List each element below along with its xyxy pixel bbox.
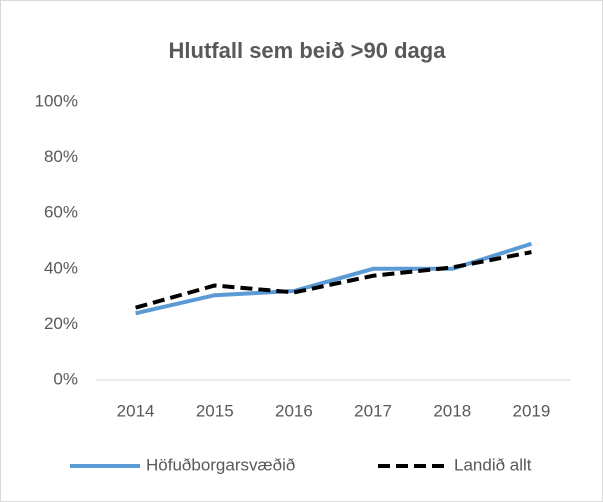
x-tick-label: 2014	[117, 401, 155, 420]
x-tick-label: 2018	[433, 401, 471, 420]
y-tick-label: 100%	[35, 91, 78, 110]
line-series	[135, 250, 532, 310]
x-tick-label: 2019	[513, 401, 551, 420]
y-tick-label: 20%	[44, 314, 78, 333]
legend-label: Höfuðborgarsvæðið	[146, 455, 295, 474]
y-tick-label: 80%	[44, 147, 78, 166]
x-tick-label: 2017	[354, 401, 392, 420]
y-tick-label: 0%	[53, 369, 78, 388]
y-tick-label: 60%	[44, 203, 78, 222]
chart-title: Hlutfall sem beið >90 daga	[169, 38, 447, 63]
x-tick-label: 2016	[275, 401, 313, 420]
x-tick-label: 2015	[196, 401, 234, 420]
y-tick-label: 40%	[44, 258, 78, 277]
legend-label: Landið allt	[454, 455, 532, 474]
